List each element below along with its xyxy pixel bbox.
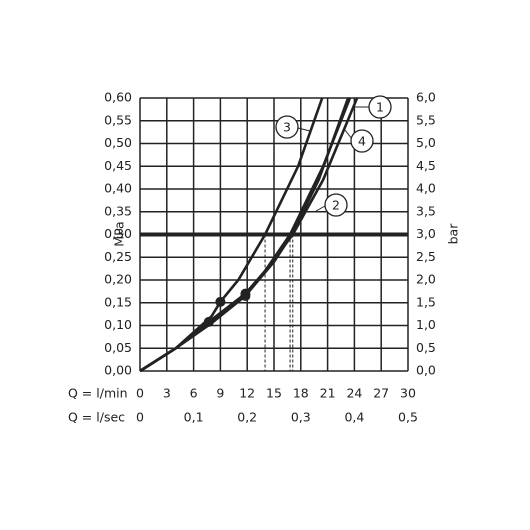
y-axis-label: MPa: [112, 221, 127, 246]
legend-circle: [368, 95, 392, 119]
legend-label: 3: [283, 120, 291, 135]
x-tick-label: 6: [190, 386, 198, 401]
x-tick-label: 30: [400, 386, 416, 401]
y-tick-label: 0,20: [104, 272, 132, 287]
x-tick-label: 3: [163, 386, 171, 401]
x2-tick-label: 0,2: [237, 410, 257, 425]
leader-line: [315, 205, 326, 212]
y2-tick-label: 0,5: [416, 340, 436, 355]
x2-tick-label: 0,1: [184, 410, 204, 425]
x-tick-label: 12: [239, 386, 255, 401]
x2-axis-label: Q = l/sec: [68, 410, 125, 425]
x-axis-label: Q = l/min: [68, 386, 128, 401]
y2-tick-label: 6,0: [416, 90, 436, 105]
point-marker: [215, 296, 226, 307]
y2-tick-label: 3,5: [416, 203, 436, 218]
y2-tick-label: 2,5: [416, 249, 436, 264]
y-tick-label: 0,15: [104, 294, 132, 309]
legend-circle: [324, 193, 348, 217]
x-tick-label: 24: [346, 386, 362, 401]
y2-tick-label: 4,5: [416, 158, 436, 173]
x2-tick-label: 0,4: [344, 410, 364, 425]
x-tick-label: 15: [266, 386, 282, 401]
y-tick-label: 0,60: [104, 90, 132, 105]
y-tick-label: 0,40: [104, 181, 132, 196]
y2-tick-label: 4,0: [416, 181, 436, 196]
y2-tick-label: 1,5: [416, 294, 436, 309]
x2-tick-label: 0: [136, 410, 144, 425]
leader-line: [344, 129, 353, 140]
x-tick-label: 18: [293, 386, 309, 401]
leader-line: [297, 127, 311, 132]
y2-axis-label: bar: [446, 223, 461, 245]
y2-tick-label: 5,5: [416, 112, 436, 127]
y2-tick-label: 0,0: [416, 363, 436, 378]
y-tick-label: 0,35: [104, 203, 132, 218]
y-tick-label: 0,55: [104, 112, 132, 127]
y-tick-label: 0,50: [104, 135, 132, 150]
y-tick-label: 0,25: [104, 249, 132, 264]
y2-tick-label: 2,0: [416, 272, 436, 287]
legend-label: 2: [332, 198, 340, 213]
y2-tick-label: 1,0: [416, 317, 436, 332]
y-tick-label: 0,00: [104, 363, 132, 378]
y2-tick-label: 5,0: [416, 135, 436, 150]
x-tick-label: 0: [136, 386, 144, 401]
curve: [139, 97, 359, 373]
y-tick-label: 0,30: [104, 226, 132, 241]
x2-tick-label: 0,3: [291, 410, 311, 425]
legend-label: 1: [376, 100, 384, 115]
y-tick-label: 0,05: [104, 340, 132, 355]
legend-label: 4: [358, 134, 366, 149]
y-tick-label: 0,10: [104, 317, 132, 332]
legend-circle: [275, 115, 299, 139]
x-tick-label: 9: [216, 386, 224, 401]
x2-tick-label: 0,5: [398, 410, 418, 425]
x-tick-label: 21: [320, 386, 336, 401]
legend-circle: [350, 129, 374, 153]
y2-tick-label: 3,0: [416, 226, 436, 241]
point-marker: [203, 316, 214, 327]
x-tick-label: 27: [373, 386, 389, 401]
point-marker: [240, 288, 251, 299]
y-tick-label: 0,45: [104, 158, 132, 173]
